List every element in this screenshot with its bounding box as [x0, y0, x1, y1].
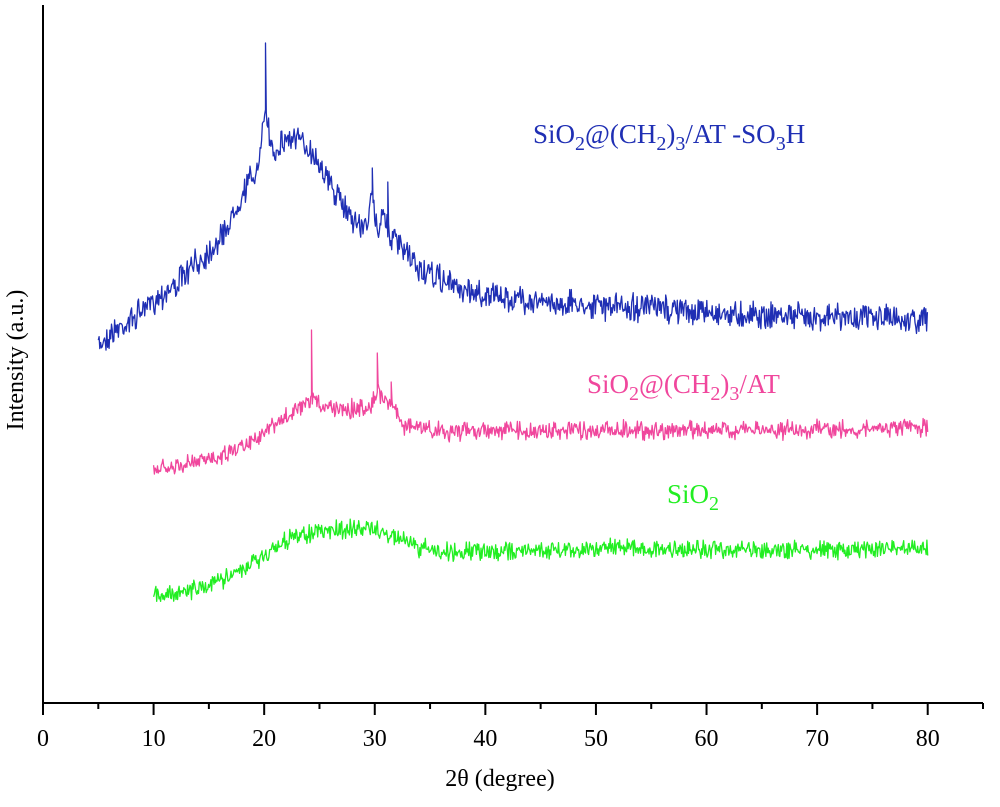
- x-tick-label: 40: [473, 726, 497, 752]
- series-line: [152, 329, 929, 475]
- series-label: SiO2​: [667, 479, 719, 515]
- x-tick-label: 60: [695, 726, 719, 752]
- x-tick-label: 0: [37, 726, 49, 752]
- x-tick-label: 50: [584, 726, 608, 752]
- x-tick-label: 80: [916, 726, 940, 752]
- y-axis-title: Intensity (a.u.): [3, 290, 29, 431]
- series-label: SiO2​@(CH2​)3​/AT -SO3​H: [533, 119, 805, 155]
- series-label: SiO2​@(CH2​)3​/AT: [587, 369, 780, 405]
- series-line: [152, 518, 929, 603]
- x-tick-label: 70: [805, 726, 829, 752]
- annotations: SiO2​@(CH2​)3​/AT -SO3​H SiO2​@(CH2​)3​/A…: [533, 119, 805, 515]
- x-ticks: 0 10 20 30 40 50 60 70 80: [37, 703, 984, 752]
- x-axis-title: 2θ (degree): [445, 766, 554, 792]
- x-tick-label: 10: [142, 726, 166, 752]
- x-tick-label: 30: [363, 726, 387, 752]
- series-line: [97, 42, 929, 351]
- series-layer: [97, 42, 929, 603]
- x-tick-label: 20: [252, 726, 276, 752]
